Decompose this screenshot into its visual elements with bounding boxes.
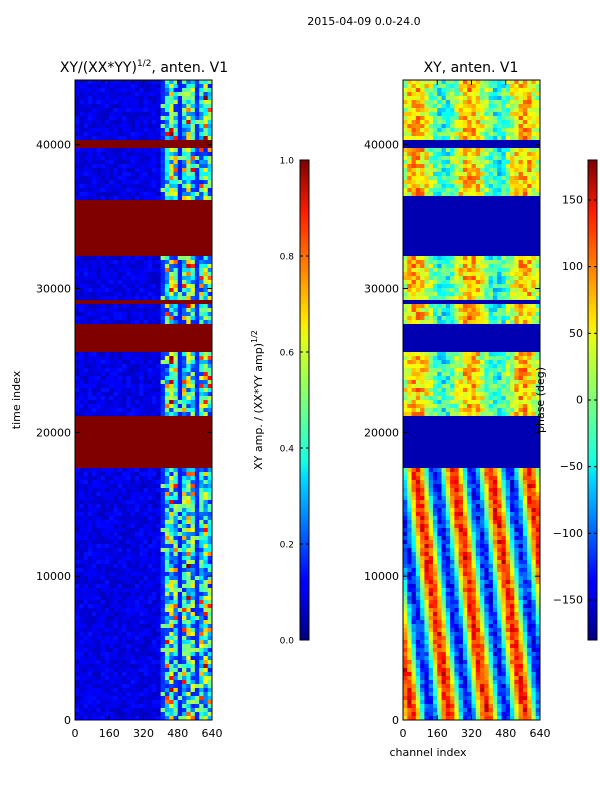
right-colorbar-tick-label: 100 — [562, 260, 583, 273]
left-colorbar-tick-label: 1.0 — [280, 157, 295, 167]
left-xtick-label: 0 — [72, 727, 79, 740]
right-xlabel: channel index — [389, 746, 467, 759]
left-colorbar: 0.0 0.2 0.4 0.6 0.8 1.0 XY amp. / (XX*YY amp)… — [250, 157, 310, 647]
right-title: XY, anten. V1 — [424, 60, 519, 76]
left-colorbar-tick-label: 0.8 — [280, 253, 295, 263]
left-colorbar-tick-label: 0.2 — [280, 541, 294, 551]
right-colorbar-tick-label: −150 — [553, 594, 583, 607]
right-colorbar-tick-label: −50 — [560, 460, 583, 473]
left-panel: XY/(XX*YY)1/2, anten. V1 0 160 320 480 640 0 1… — [10, 59, 228, 740]
suptitle: 2015-04-09 0.0-24.0 — [307, 15, 420, 28]
left-ytick-label: 10000 — [36, 570, 71, 583]
right-colorbar-tick-label: 150 — [562, 194, 583, 207]
right-colorbar-tick-label: −100 — [553, 527, 583, 540]
left-ytick-label: 40000 — [36, 139, 71, 152]
right-ytick-label: 10000 — [364, 570, 399, 583]
left-title: XY/(XX*YY)1/2, anten. V1 — [60, 59, 228, 76]
right-colorbar-tick-label: 50 — [569, 327, 583, 340]
left-ytick-label: 20000 — [36, 426, 71, 439]
right-ytick-label: 20000 — [364, 426, 399, 439]
right-xtick-label: 0 — [400, 727, 407, 740]
right-colorbar-label: phase (deg) — [534, 367, 547, 433]
right-xtick-label: 640 — [530, 727, 551, 740]
right-xtick-label: 160 — [427, 727, 448, 740]
left-xtick-label: 160 — [99, 727, 120, 740]
left-colorbar-tick-label: 0.0 — [280, 637, 295, 647]
right-xtick-label: 480 — [495, 727, 516, 740]
left-xtick-label: 320 — [133, 727, 154, 740]
left-ylabel: time index — [10, 370, 23, 429]
left-colorbar-label: XY amp. / (XX*YY amp)1/2 — [250, 330, 265, 470]
right-heatmap — [403, 80, 540, 720]
right-ytick-label: 0 — [392, 714, 399, 727]
left-colorbar-tick-label: 0.4 — [280, 445, 295, 455]
left-colorbar-gradient — [299, 159, 310, 641]
right-xtick-label: 320 — [461, 727, 482, 740]
right-ytick-label: 30000 — [364, 283, 399, 296]
right-ytick-label: 40000 — [364, 139, 399, 152]
right-colorbar: −150 −100 −50 0 50 100 150 phase (deg) — [534, 159, 598, 641]
right-colorbar-tick-label: 0 — [576, 394, 583, 407]
left-colorbar-tick-label: 0.6 — [280, 349, 295, 359]
right-axes: 0 160 320 480 640 0 10000 20000 30000 40000 — [364, 80, 551, 740]
left-ytick-label: 0 — [64, 714, 71, 727]
left-axes: 0 160 320 480 640 0 10000 20000 30000 40000 — [36, 80, 223, 740]
left-xtick-label: 480 — [167, 727, 188, 740]
left-ytick-label: 30000 — [36, 283, 71, 296]
right-panel: XY, anten. V1 0 160 320 480 640 0 10000 20000 30… — [364, 60, 551, 759]
left-xtick-label: 640 — [202, 727, 223, 740]
left-heatmap — [75, 80, 212, 720]
